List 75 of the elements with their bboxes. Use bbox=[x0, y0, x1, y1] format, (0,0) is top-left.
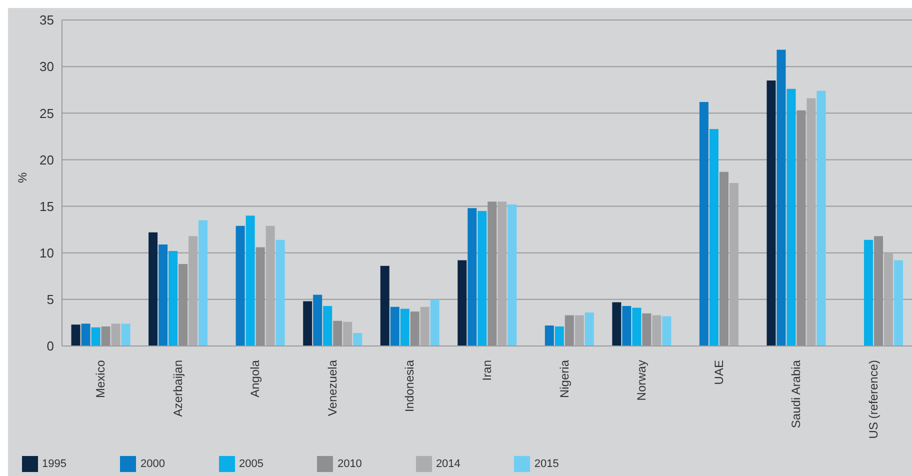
y-tick-label: 5 bbox=[46, 292, 54, 308]
bar bbox=[148, 232, 158, 346]
bar bbox=[343, 322, 352, 346]
bar bbox=[729, 183, 738, 346]
x-tick-label: Azerbaijan bbox=[170, 360, 185, 417]
bar bbox=[816, 90, 826, 346]
bar bbox=[91, 327, 100, 346]
bar bbox=[111, 324, 120, 346]
legend-label: 2005 bbox=[238, 458, 264, 470]
bar bbox=[584, 312, 594, 346]
bar bbox=[699, 102, 708, 346]
bar bbox=[246, 216, 255, 346]
bar bbox=[380, 266, 390, 346]
y-tick-label: 20 bbox=[40, 152, 54, 168]
bar bbox=[766, 80, 776, 346]
bar bbox=[662, 316, 672, 346]
x-tick-label: Indonesia bbox=[402, 360, 417, 412]
bar bbox=[121, 324, 130, 346]
x-tick-label: Norway bbox=[634, 360, 649, 401]
x-tick-label: UAE bbox=[712, 360, 726, 385]
bar bbox=[554, 326, 564, 346]
y-axis-title: % bbox=[15, 172, 30, 183]
bar bbox=[632, 308, 642, 346]
y-tick-label: 25 bbox=[40, 106, 54, 121]
bar bbox=[776, 50, 786, 346]
legend-label: 2014 bbox=[436, 458, 460, 470]
bar bbox=[158, 244, 168, 346]
bar bbox=[806, 98, 816, 346]
y-tick-label: 35 bbox=[40, 12, 54, 28]
x-tick-label: US (reference) bbox=[866, 360, 880, 439]
bar bbox=[303, 301, 312, 346]
bar bbox=[786, 88, 796, 346]
bar bbox=[236, 226, 245, 346]
bar bbox=[478, 210, 487, 346]
x-tick-label: Nigeria bbox=[557, 360, 572, 398]
bar bbox=[508, 204, 517, 346]
bar bbox=[622, 306, 632, 346]
bar bbox=[168, 250, 178, 346]
legend-label: 1995 bbox=[42, 458, 66, 470]
y-tick-label: 10 bbox=[40, 245, 54, 260]
bar bbox=[81, 324, 90, 346]
bar bbox=[390, 306, 400, 346]
bar bbox=[498, 202, 507, 346]
x-tick-label: Angola bbox=[248, 360, 262, 398]
x-tick-label: Mexico bbox=[94, 360, 108, 398]
bar bbox=[574, 315, 584, 346]
bar bbox=[709, 128, 718, 346]
y-tick-label: 15 bbox=[40, 198, 54, 214]
bar bbox=[266, 226, 275, 346]
bar bbox=[71, 324, 80, 346]
legend-label: 2000 bbox=[140, 458, 165, 470]
y-tick-label: 30 bbox=[40, 59, 54, 74]
bar bbox=[323, 306, 332, 346]
bar bbox=[652, 315, 662, 346]
bar bbox=[544, 326, 554, 346]
bar bbox=[612, 302, 622, 346]
y-tick-label: 0 bbox=[46, 338, 54, 354]
bar bbox=[400, 308, 410, 346]
bar bbox=[276, 240, 285, 346]
bar bbox=[864, 240, 873, 346]
legend-label: 2010 bbox=[337, 458, 362, 470]
bar bbox=[353, 332, 362, 346]
x-tick-label: Iran bbox=[480, 360, 494, 381]
x-tick-label: Saudi Arabia bbox=[789, 360, 804, 428]
bar bbox=[894, 260, 903, 346]
bar bbox=[420, 306, 430, 346]
bar bbox=[430, 299, 440, 346]
bar bbox=[313, 294, 322, 346]
bar bbox=[198, 220, 208, 346]
bar bbox=[468, 208, 477, 346]
x-tick-label: Venezuela bbox=[325, 360, 340, 416]
bar bbox=[458, 260, 467, 346]
bar bbox=[188, 236, 198, 346]
bar bbox=[884, 252, 893, 346]
legend-label: 2015 bbox=[534, 458, 559, 470]
